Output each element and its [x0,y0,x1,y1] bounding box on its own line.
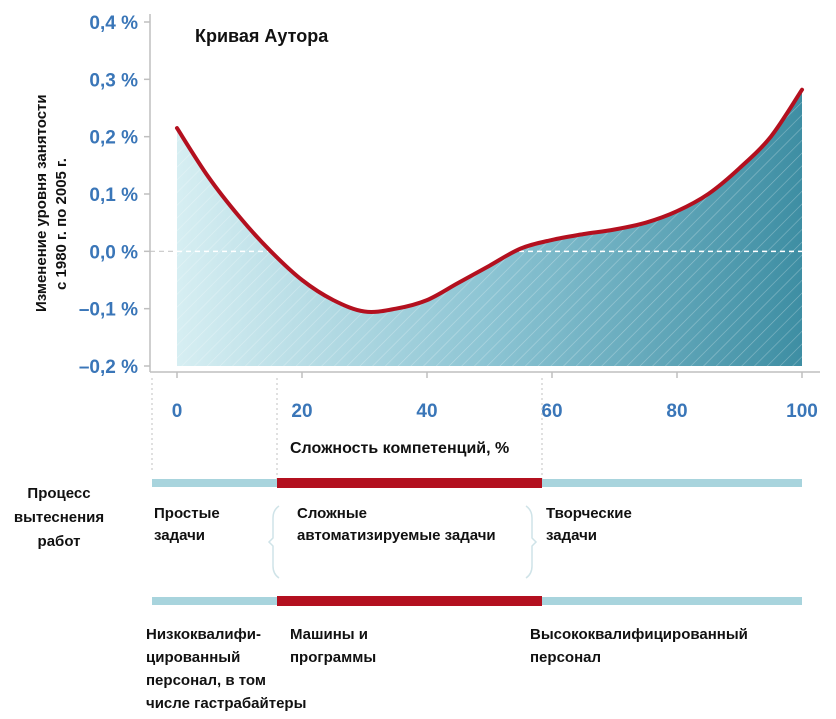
tasks-band-left [152,479,277,487]
y-axis-label: Изменение уровня занятости [33,94,50,312]
series-line [175,87,804,314]
x-tick-label: 60 [541,401,562,422]
workers-machines-line: Машины и [290,626,368,643]
chart-title: Кривая Аутора [195,26,329,46]
y-tick-label: 0,4 % [89,13,138,34]
tasks-band-right [542,479,802,487]
process-label-line: вытеснения [14,509,104,526]
x-tick-label: 80 [666,401,687,422]
y-tick-label: 0,2 % [89,128,138,149]
task-creative: Творческие задачи [546,505,632,544]
workers-machines: Машины и программы [290,626,376,666]
workers-band-right [542,597,802,605]
y-axis-label-line-1: Изменение уровня занятости [33,94,50,312]
x-axis-label: Сложность компетенций, % [290,440,509,457]
workers-band-left [152,597,277,605]
y-tick-label: –0,2 % [79,357,138,378]
workers-high: Высококвалифицированный персонал [530,626,748,666]
process-label-line: Процесс [27,485,90,502]
y-tick-label: 0,3 % [89,70,138,91]
process-labels: Процесс вытеснения работ Простые задачи Сложн… [14,485,748,712]
bracket-left [267,505,280,579]
workers-low-line: числе гастрабайтеры [146,695,306,712]
workers-low-line: Низкоквалифи- [146,626,261,643]
x-tick-label: 100 [786,401,818,422]
y-axis-label-line-2: с 1980 г. по 2005 г. [53,158,70,290]
workers-band-middle [277,596,542,606]
workers-high-line: Высококвалифицированный [530,626,748,643]
task-simple: Простые задачи [154,505,220,544]
y-axis-label-2: с 1980 г. по 2005 г. [53,158,70,290]
y-tick-label: 0,1 % [89,185,138,206]
plot-area [150,87,804,366]
process-label: Процесс вытеснения работ [14,485,104,550]
workers-low-line: цированный [146,649,240,666]
bracket-right [525,505,538,579]
task-complex-line: Сложные [297,505,367,522]
process-label-line: работ [38,533,81,550]
task-creative-line: Творческие [546,505,632,522]
workers-low-line: персонал, в том [146,672,266,689]
y-tick-label: –0,1 % [79,300,138,321]
workers-machines-line: программы [290,649,376,666]
x-tick-label: 0 [172,401,183,422]
task-simple-line: задачи [154,527,205,544]
axes: 0,4 % 0,3 % 0,2 % 0,1 % 0,0 % –0,1 % –0,2 % 0 20… [79,13,820,422]
workers-low: Низкоквалифи-цированный персонал, в том чи… [146,626,306,712]
task-creative-line: задачи [546,527,597,544]
x-tick-label: 20 [291,401,312,422]
area-hatch [177,89,802,366]
task-simple-line: Простые [154,505,220,522]
task-complex-line: автоматизируемые задачи [297,527,496,544]
tasks-band-middle [277,478,542,488]
workers-high-line: персонал [530,649,601,666]
y-tick-label: 0,0 % [89,242,138,263]
process-bands [151,378,802,606]
task-complex: Сложные автоматизируемые задачи [297,505,496,544]
x-tick-label: 40 [416,401,437,422]
